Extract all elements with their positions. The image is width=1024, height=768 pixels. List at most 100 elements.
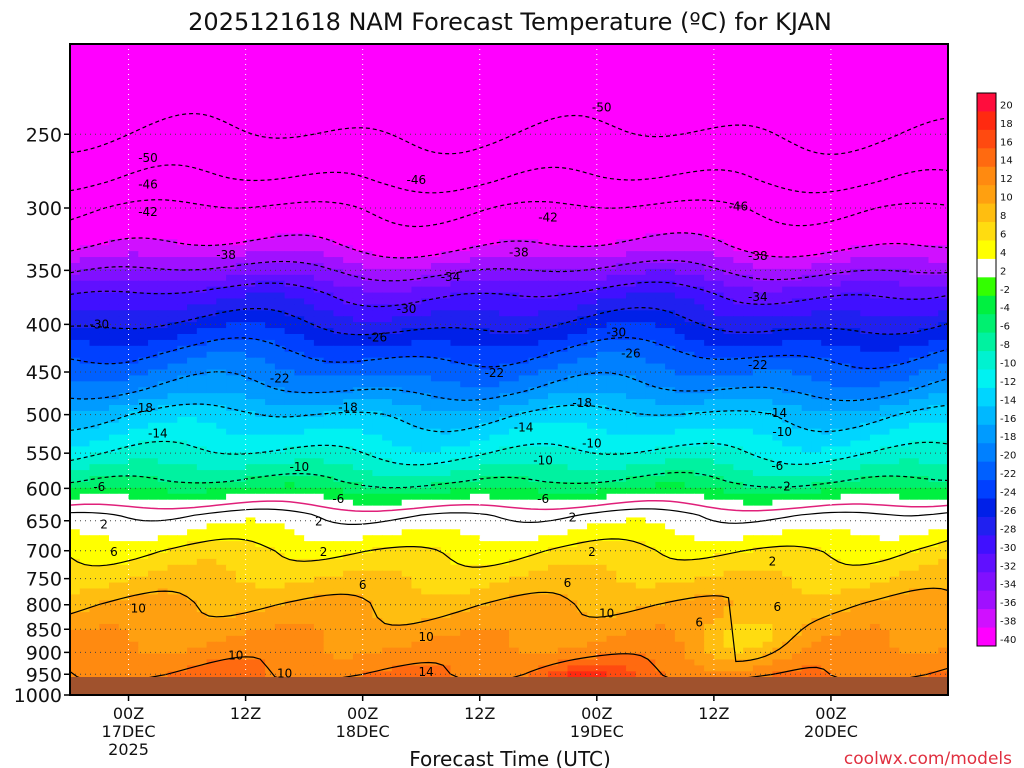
field-cell — [177, 186, 188, 193]
field-cell — [518, 120, 530, 128]
field-cell — [294, 316, 305, 323]
field-cell — [99, 363, 110, 371]
field-cell — [226, 298, 237, 305]
field-cell — [294, 109, 305, 116]
field-cell — [70, 209, 81, 217]
field-cell — [206, 227, 217, 234]
field-cell — [616, 328, 627, 335]
field-cell — [284, 168, 295, 175]
field-cell — [450, 138, 461, 146]
field-cell — [655, 180, 666, 187]
field-cell — [196, 162, 208, 169]
field-cell — [879, 339, 891, 347]
field-cell — [606, 339, 617, 347]
field-cell — [226, 274, 237, 282]
field-cell — [206, 339, 217, 347]
field-cell — [752, 316, 764, 323]
field-cell — [167, 369, 178, 377]
field-cell — [235, 333, 247, 341]
field-cell — [869, 298, 881, 305]
field-cell — [450, 280, 461, 288]
field-cell — [196, 144, 208, 152]
field-cell — [674, 209, 686, 217]
field-cell — [830, 162, 842, 169]
field-cell — [850, 91, 861, 98]
field-cell — [938, 91, 948, 98]
field-cell — [791, 61, 803, 69]
field-cell — [362, 209, 374, 217]
field-cell — [138, 333, 149, 341]
field-cell — [743, 132, 754, 140]
field-cell — [294, 363, 305, 371]
field-cell — [782, 91, 793, 98]
field-cell — [899, 197, 910, 205]
field-cell — [938, 61, 948, 69]
field-cell — [889, 333, 900, 341]
field-cell — [499, 168, 510, 175]
field-cell — [684, 120, 695, 128]
field-cell — [216, 369, 227, 377]
field-cell — [352, 120, 364, 128]
field-cell — [811, 67, 822, 75]
field-cell — [89, 322, 100, 329]
field-cell — [918, 209, 930, 217]
field-cell — [489, 339, 500, 347]
field-cell — [772, 49, 783, 57]
field-cell — [411, 67, 422, 75]
field-cell — [274, 351, 286, 359]
field-cell — [196, 227, 208, 234]
field-cell — [655, 221, 666, 229]
field-cell — [450, 44, 461, 51]
field-cell — [226, 168, 237, 175]
field-cell — [811, 286, 822, 294]
field-cell — [187, 49, 198, 57]
field-cell — [333, 168, 344, 175]
field-cell — [616, 144, 627, 152]
field-cell — [587, 357, 598, 365]
field-cell — [313, 174, 325, 181]
field-cell — [869, 162, 881, 169]
field-cell — [469, 162, 481, 169]
field-cell — [421, 197, 432, 205]
field-cell — [479, 73, 491, 81]
field-cell — [196, 156, 208, 163]
field-cell — [879, 227, 891, 234]
field-cell — [99, 209, 110, 217]
field-cell — [245, 103, 256, 110]
field-cell — [606, 156, 617, 163]
field-cell — [187, 168, 198, 175]
field-cell — [343, 233, 354, 240]
field-cell — [89, 292, 100, 300]
field-cell — [587, 345, 598, 353]
field-cell — [372, 191, 383, 199]
field-cell — [450, 298, 461, 305]
field-cell — [557, 274, 569, 282]
field-cell — [118, 363, 130, 371]
field-cell — [138, 138, 149, 146]
field-cell — [840, 304, 852, 311]
field-cell — [811, 97, 822, 104]
field-cell — [265, 333, 276, 341]
field-cell — [109, 115, 120, 122]
field-cell — [235, 126, 247, 134]
field-cell — [440, 144, 452, 152]
field-cell — [850, 316, 861, 323]
field-cell — [791, 109, 803, 116]
field-cell — [733, 251, 744, 258]
field-cell — [333, 203, 344, 211]
field-cell — [411, 132, 422, 140]
field-cell — [850, 304, 861, 311]
field-cell — [372, 262, 383, 270]
field-cell — [206, 103, 217, 110]
field-cell — [411, 162, 422, 169]
field-cell — [538, 203, 549, 211]
field-cell — [430, 103, 442, 110]
field-cell — [762, 274, 773, 282]
field-cell — [587, 322, 598, 329]
field-cell — [596, 73, 608, 81]
field-cell — [469, 292, 481, 300]
field-cell — [274, 191, 286, 199]
field-cell — [382, 257, 393, 264]
field-cell — [723, 221, 734, 229]
field-cell — [274, 274, 286, 282]
